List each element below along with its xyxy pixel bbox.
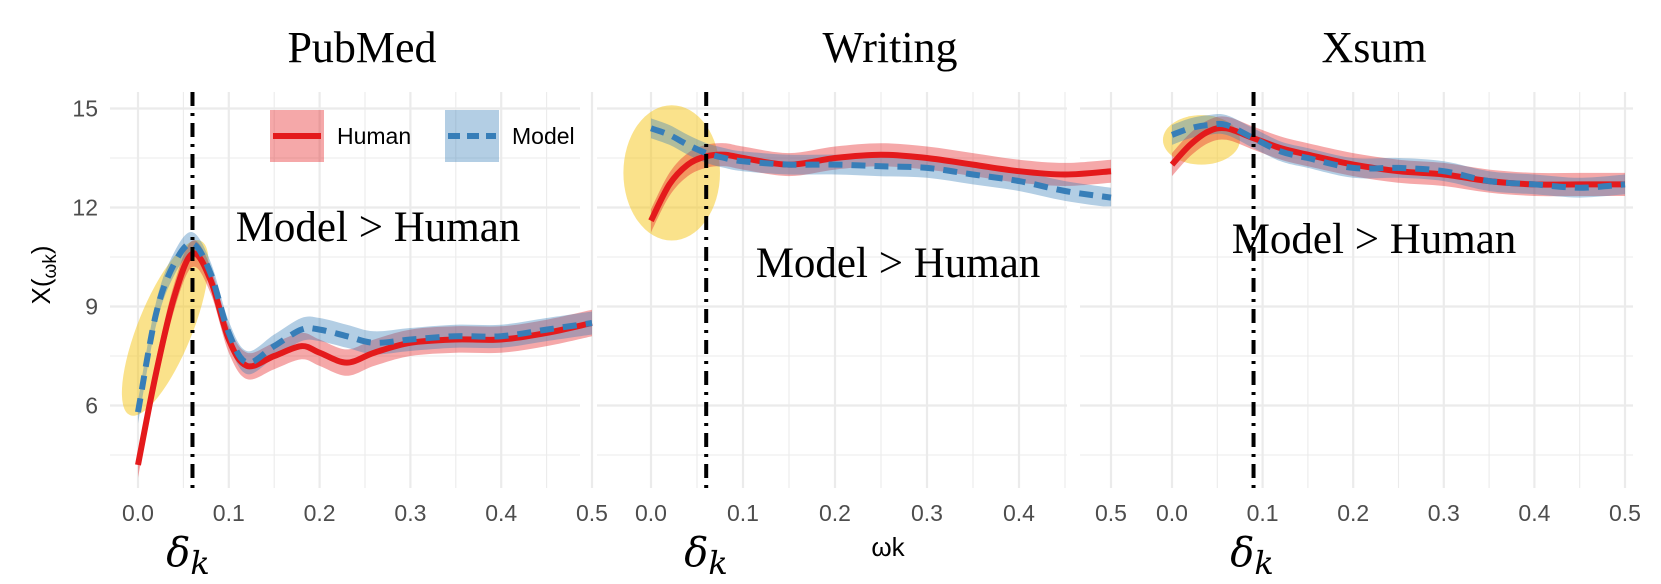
- delta-subscript: k: [708, 544, 727, 582]
- panel-writing: 0.0 0.1 0.2 0.3 0.4 0.5 Writing δk Model > Human: [597, 23, 1127, 582]
- x-axis-label: ωk: [871, 532, 905, 562]
- x-tick-label: 0.2: [1337, 500, 1369, 526]
- series-line-model: [649, 125, 1112, 201]
- legend-label: Human: [337, 123, 411, 149]
- x-tick-label: 0.2: [819, 500, 851, 526]
- x-tick-label: 0.3: [911, 500, 943, 526]
- x-tick-label: 0.1: [1247, 500, 1279, 526]
- x-tick-label: 0.0: [122, 500, 154, 526]
- x-tick-label: 0.0: [635, 500, 667, 526]
- panel-title: PubMed: [287, 23, 436, 72]
- legend-item-model: Model: [445, 110, 575, 162]
- delta-symbol: δ: [166, 530, 190, 576]
- x-tick-label: 0.5: [576, 500, 608, 526]
- x-tick-label: 0.3: [394, 500, 426, 526]
- grid: [110, 92, 594, 488]
- y-tick-label: 9: [85, 294, 98, 320]
- series-band-model: [1172, 113, 1625, 198]
- series-line-model: [1170, 120, 1626, 191]
- comparison-annotation: Model > Human: [236, 204, 521, 251]
- x-tick-label: 0.2: [304, 500, 336, 526]
- delta-subscript: k: [190, 544, 209, 582]
- series-band-human: [1172, 116, 1625, 197]
- x-tick-label: 0.1: [727, 500, 759, 526]
- panel-title: Writing: [822, 23, 957, 72]
- comparison-annotation: Model > Human: [756, 240, 1041, 287]
- x-tick-label: 0.4: [485, 500, 517, 526]
- y-tick-label: 15: [72, 96, 98, 122]
- delta-label: δk: [166, 530, 209, 582]
- y-axis-label-sub: ωk: [40, 254, 61, 279]
- delta-label: δk: [684, 530, 727, 582]
- y-axis-label-close: ): [26, 245, 56, 254]
- x-tick-label: 0.0: [1156, 500, 1188, 526]
- delta-symbol: δ: [684, 530, 708, 576]
- delta-symbol: δ: [1230, 530, 1254, 576]
- series-line-model: [135, 240, 593, 413]
- legend-label: Model: [512, 123, 575, 149]
- series-band-model: [651, 118, 1111, 208]
- panel-title: Xsum: [1321, 23, 1426, 72]
- x-tick-label: 0.5: [1095, 500, 1127, 526]
- panel-xsum: 0.0 0.1 0.2 0.3 0.4 0.5 Xsum δk Model > Human: [1080, 23, 1641, 582]
- comparison-annotation: Model > Human: [1232, 216, 1517, 263]
- x-tick-label: 0.3: [1428, 500, 1460, 526]
- x-tick-label: 0.1: [213, 500, 245, 526]
- panel-pubmed: 0.0 0.1 0.2 0.3 0.4 0.5 6 9 12 15 PubMed δk Model > …: [72, 23, 608, 582]
- legend: Human Model: [270, 110, 575, 162]
- y-axis-label-main: X(: [26, 278, 56, 304]
- legend-item-human: Human: [270, 110, 411, 162]
- x-tick-label: 0.4: [1003, 500, 1035, 526]
- y-tick-label: 12: [72, 195, 98, 221]
- grid: [1080, 92, 1633, 488]
- y-tick-label: 6: [85, 393, 98, 419]
- series-line-human: [135, 250, 593, 466]
- delta-subscript: k: [1254, 544, 1273, 582]
- delta-label: δk: [1230, 530, 1273, 582]
- y-axis-label: X(ωk): [26, 245, 61, 304]
- highlight-region: [623, 105, 720, 241]
- x-tick-label: 0.5: [1609, 500, 1641, 526]
- x-tick-label: 0.4: [1518, 500, 1550, 526]
